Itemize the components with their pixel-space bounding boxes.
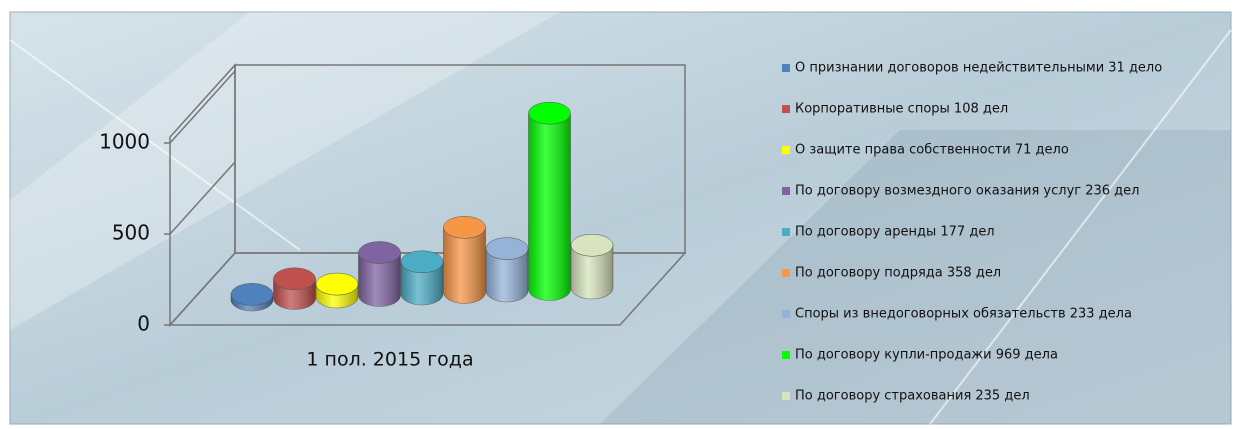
- legend-swatch: [782, 105, 790, 113]
- legend-swatch: [782, 310, 790, 318]
- cylinder-shade: [529, 113, 571, 300]
- y-tick-label: 500: [112, 221, 150, 245]
- legend-label: О признании договоров недействительными …: [795, 61, 1162, 76]
- y-tick-label: 1000: [99, 130, 150, 154]
- legend-swatch: [782, 64, 790, 72]
- legend-label: По договору страхования 235 дел: [795, 389, 1030, 404]
- cylinder-top: [316, 273, 358, 295]
- cylinder-top: [231, 283, 273, 305]
- cylinder-top: [444, 216, 486, 238]
- cylinder-top: [401, 251, 443, 273]
- legend-swatch: [782, 228, 790, 236]
- legend-swatch: [782, 392, 790, 400]
- y-tick-label: 0: [137, 312, 150, 336]
- cylinder-shade: [444, 227, 486, 303]
- legend-label: По договору аренды 177 дел: [795, 225, 995, 240]
- legend-label: По договору возмездного оказания услуг 2…: [795, 184, 1139, 199]
- category-label: 1 пол. 2015 года: [306, 349, 473, 371]
- cylinder-top: [359, 242, 401, 264]
- legend-label: Корпоративные споры 108 дел: [795, 102, 1008, 117]
- chart: 1 пол. 2015 года 0 500 1000 О признании дог…: [0, 0, 1241, 429]
- cylinder-top: [571, 234, 613, 256]
- legend-swatch: [782, 269, 790, 277]
- legend-swatch: [782, 351, 790, 359]
- legend-swatch: [782, 187, 790, 195]
- cylinder-top: [274, 268, 316, 290]
- legend-label: Споры из внедоговорных обязательств 233 …: [795, 307, 1132, 322]
- cylinder-top: [486, 238, 528, 260]
- legend-swatch: [782, 146, 790, 154]
- legend-label: По договору подряда 358 дел: [795, 266, 1001, 281]
- legend-label: О защите права собственности 71 дело: [795, 143, 1069, 158]
- legend-label: По договору купли-продажи 969 дела: [795, 348, 1058, 363]
- cylinder-top: [529, 102, 571, 124]
